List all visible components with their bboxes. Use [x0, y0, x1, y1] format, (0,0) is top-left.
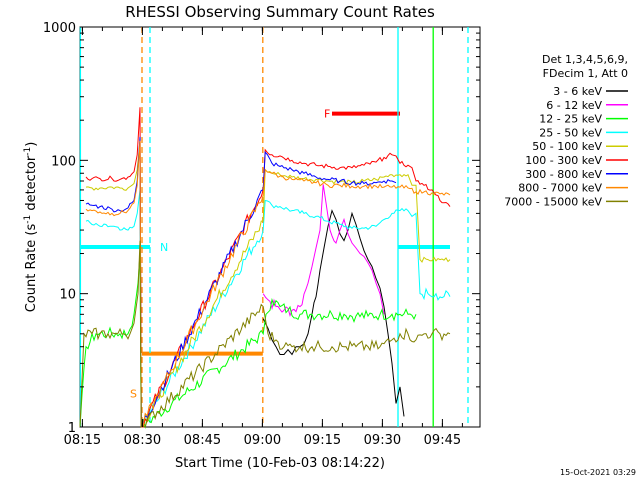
y-tick-label: 10 [59, 288, 76, 303]
y-label-part: ) [24, 142, 39, 147]
x-tick-label: 09:45 [424, 433, 461, 448]
x-axis-label: Start Time (10-Feb-03 08:14:22) [175, 456, 385, 471]
state-bar-label: S [130, 388, 137, 401]
legend-header-line: FDecim 1, Att 0 [543, 67, 628, 80]
legend-label: 800 - 7000 keV [518, 182, 602, 195]
series-line [79, 240, 451, 428]
legend-label: 300 - 800 keV [525, 168, 602, 181]
series-line [79, 253, 417, 429]
y-tick-label: 1000 [43, 21, 76, 36]
x-tick-label: 08:30 [124, 433, 161, 448]
series-line [85, 189, 451, 428]
chart-title: RHESSI Observing Summary Count Rates [125, 3, 435, 21]
legend-label: 7000 - 15000 keV [504, 195, 602, 208]
count-rate-series [79, 107, 451, 429]
state-bar-label: N [160, 241, 168, 254]
legend-label: 50 - 100 keV [532, 140, 602, 153]
y-tick-label: 100 [51, 154, 76, 169]
generation-timestamp: 15-Oct-2021 03:29 [560, 468, 636, 477]
y-label-part: Count Rate (s [24, 224, 39, 313]
x-tick-label: 08:15 [64, 433, 101, 448]
x-tick-label: 09:15 [304, 433, 341, 448]
legend-label: 12 - 25 keV [539, 113, 602, 126]
y-label-part: detector [24, 155, 39, 215]
x-tick-label: 08:45 [184, 433, 221, 448]
series-line [262, 184, 385, 317]
legend-label: 25 - 50 keV [539, 126, 602, 139]
y-label-exponent: -1 [23, 215, 33, 224]
instrument-state-bars: SNFRD0RD4 [80, 108, 450, 401]
legend-label: 100 - 300 keV [525, 154, 602, 167]
legend-header-line: Det 1,3,4,5,6,9, [542, 53, 628, 66]
y-tick-label: 1 [68, 421, 76, 436]
y-axis-label: Count Rate (s-1 detector-1) [23, 142, 39, 313]
state-bar-label: F [324, 108, 330, 121]
y-label-exponent: -1 [23, 147, 33, 156]
series-line [85, 140, 451, 428]
legend-label: 6 - 12 keV [546, 99, 602, 112]
state-transition-lines [79, 27, 469, 427]
legend: Det 1,3,4,5,6,9, FDecim 1, Att 0 3 - 6 k… [504, 53, 628, 208]
legend-label: 3 - 6 keV [553, 85, 602, 98]
axes: 08:15 08:30 08:45 09:00 09:15 09:30 09:45 1 10 10… [43, 21, 480, 448]
series-line [262, 209, 405, 417]
x-tick-label: 09:30 [364, 433, 401, 448]
x-tick-label: 09:00 [244, 433, 281, 448]
